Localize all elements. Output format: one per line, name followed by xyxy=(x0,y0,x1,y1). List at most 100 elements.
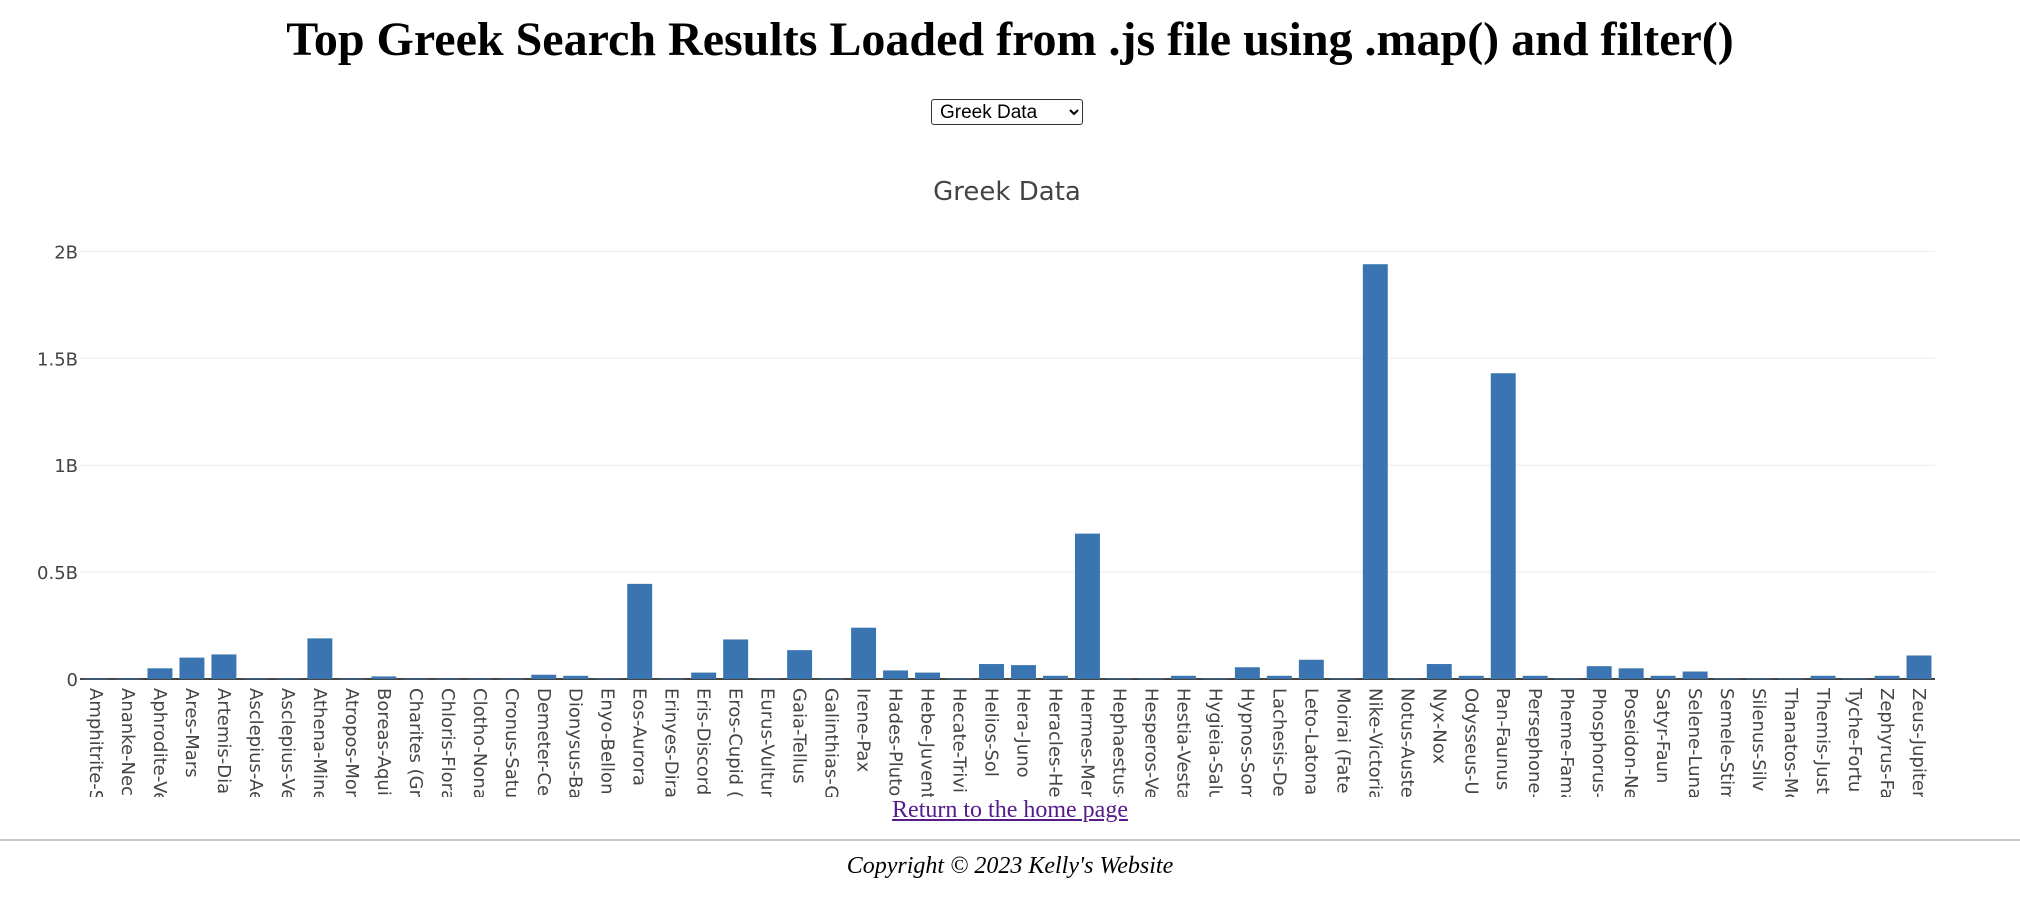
x-tick-label: Asclepius-Ae xyxy=(245,688,266,800)
bar xyxy=(1874,675,1900,679)
bar xyxy=(467,678,493,680)
bar xyxy=(1202,678,1228,680)
x-tick-label: Lachesis-De xyxy=(1268,688,1289,797)
dataset-select[interactable]: Greek Data xyxy=(931,99,1083,125)
bar xyxy=(1043,675,1068,679)
x-tick-label: Athena-Mine xyxy=(309,688,330,800)
bar xyxy=(819,678,845,680)
bar xyxy=(179,657,205,679)
bar xyxy=(371,676,397,679)
x-tick-label: Selene-Luna xyxy=(1684,688,1705,799)
x-tick-label: Boreas-Aqui xyxy=(373,688,394,796)
x-tick-label: Hestia-Vesta xyxy=(1172,688,1193,800)
bar xyxy=(883,670,909,679)
x-tick-label: Eros-Cupid ( xyxy=(725,688,746,798)
x-tick-label: Galinthias-G xyxy=(821,688,842,799)
bar xyxy=(1810,675,1836,679)
x-tick-label: Demeter-Ce xyxy=(533,688,554,796)
x-tick-label: Amphitrite-S xyxy=(85,688,106,800)
x-tick-label: Erinyes-Dira xyxy=(661,688,682,798)
bar xyxy=(1074,533,1100,679)
x-tick-label: Dionysus-Ba xyxy=(565,688,586,799)
x-tick-label: Poseidon-Ne xyxy=(1620,688,1641,800)
x-tick-label: Ares-Mars xyxy=(181,688,202,778)
bar xyxy=(1234,667,1260,679)
bar xyxy=(1138,678,1164,680)
y-tick-label: 1.5B xyxy=(37,349,78,370)
bar xyxy=(435,678,461,680)
bar xyxy=(499,678,525,680)
bar xyxy=(979,664,1004,679)
x-tick-label: Heracles-He xyxy=(1044,688,1065,798)
bar xyxy=(1522,675,1548,679)
x-tick-label: Eurus-Vultur xyxy=(757,688,778,798)
x-tick-label: Thanatos-Mo xyxy=(1780,687,1801,800)
bar xyxy=(1458,675,1484,679)
x-tick-label: Hera-Juno xyxy=(1012,688,1033,778)
x-tick-label: Zeus-Jupiter xyxy=(1908,688,1929,799)
bar xyxy=(1362,264,1388,679)
gridlines xyxy=(80,250,1935,680)
x-tick-label: Odysseus-U xyxy=(1460,688,1481,795)
x-tick-label: Pan-Faunus xyxy=(1492,688,1513,790)
bar xyxy=(851,627,877,679)
x-tick-label: Silenus-Silv xyxy=(1748,688,1769,792)
bar xyxy=(307,638,333,679)
bar xyxy=(915,672,941,679)
bar xyxy=(1586,666,1612,679)
bar xyxy=(243,678,269,680)
x-tick-label: Cronus-Satu xyxy=(501,688,522,798)
x-tick-label: Leto-Latona xyxy=(1300,688,1321,795)
bar xyxy=(1682,671,1708,679)
x-tick-label: Hesperos-Ve xyxy=(1140,688,1161,799)
bar xyxy=(211,654,237,679)
bar xyxy=(1618,668,1644,679)
return-home-link[interactable]: Return to the home page xyxy=(892,797,1128,823)
x-tick-label: Nike-Victoria xyxy=(1364,688,1385,800)
bar xyxy=(1714,678,1740,680)
bar xyxy=(115,678,141,680)
bar xyxy=(1842,678,1868,680)
bar xyxy=(947,678,972,680)
x-tick-label: Themis-Just xyxy=(1812,687,1833,794)
bar xyxy=(1778,678,1804,680)
x-tick-label: Hecate-Trivi xyxy=(949,688,970,793)
bar xyxy=(339,678,365,680)
bar xyxy=(755,678,781,680)
x-tick-label: Satyr-Faun xyxy=(1652,688,1673,783)
bar xyxy=(403,678,429,680)
bar xyxy=(1746,678,1772,680)
bar xyxy=(1394,678,1420,680)
bar xyxy=(1426,664,1452,679)
x-tick-label: Hades-Pluto xyxy=(885,688,906,796)
bar xyxy=(1330,678,1356,680)
bar xyxy=(1266,675,1292,679)
x-tick-label: Hygieia-Salu xyxy=(1204,688,1225,800)
x-tick-label: Irene-Pax xyxy=(853,688,874,772)
bar xyxy=(595,678,621,680)
copyright-text: Copyright © 2023 Kelly's Website xyxy=(846,853,1174,879)
x-tick-label: Hephaestus- xyxy=(1108,688,1129,800)
x-tick-label: Nyx-Nox xyxy=(1428,688,1449,764)
x-tick-label: Atropos-Mor xyxy=(341,688,362,798)
bars xyxy=(83,264,1932,680)
x-tick-label: Phosphorus- xyxy=(1588,688,1609,799)
bar xyxy=(627,583,653,679)
bar xyxy=(1906,655,1932,679)
x-tick-label: Moirai (Fate xyxy=(1332,688,1353,794)
bar xyxy=(1011,665,1036,679)
bar xyxy=(563,675,589,679)
bar xyxy=(147,668,173,679)
x-tick-label: Hebe-Juvent xyxy=(917,688,938,800)
x-tick-label: Zephyrus-Fa xyxy=(1876,688,1897,799)
bar-chart: Greek Data 0 0.5B 1B 1.5B 2B Amphitrite-S Ana… xyxy=(37,177,1935,800)
x-tick-label: Ananke-Nec xyxy=(117,688,138,796)
y-tick-label: 0.5B xyxy=(37,563,78,584)
x-tick-label: Pheme-Fama xyxy=(1556,688,1577,800)
bar xyxy=(83,678,109,680)
y-axis: 0 0.5B 1B 1.5B 2B xyxy=(37,242,78,691)
bar xyxy=(723,639,749,679)
x-tick-label: Eos-Aurora xyxy=(629,688,650,786)
x-tick-label: Asclepius-Ve xyxy=(277,688,298,800)
y-tick-label: 0 xyxy=(67,670,78,691)
